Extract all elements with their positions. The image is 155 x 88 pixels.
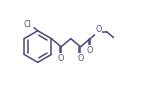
Text: O: O bbox=[87, 46, 93, 55]
Text: Cl: Cl bbox=[24, 20, 32, 29]
Text: O: O bbox=[58, 54, 64, 63]
Text: O: O bbox=[96, 25, 102, 34]
Text: O: O bbox=[77, 54, 84, 63]
